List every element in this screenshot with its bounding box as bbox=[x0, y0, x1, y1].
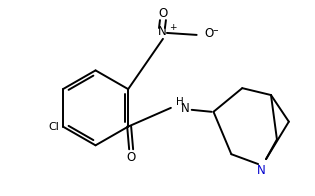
Text: –: – bbox=[213, 25, 218, 35]
Text: O: O bbox=[127, 151, 136, 164]
Text: +: + bbox=[169, 23, 176, 32]
Text: H: H bbox=[176, 97, 184, 107]
Text: N: N bbox=[158, 25, 166, 38]
Text: Cl: Cl bbox=[48, 122, 59, 132]
Text: N: N bbox=[257, 164, 266, 177]
Text: O: O bbox=[204, 27, 214, 40]
Text: O: O bbox=[158, 7, 168, 20]
Text: N: N bbox=[180, 102, 189, 115]
